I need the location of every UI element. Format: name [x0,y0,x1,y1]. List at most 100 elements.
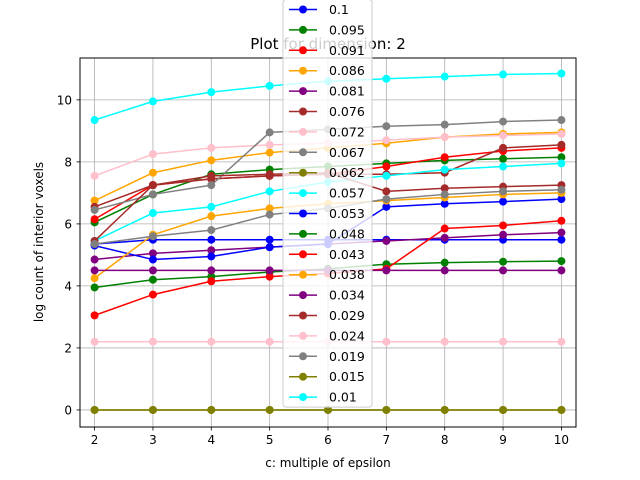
legend-label: 0.086 [329,63,365,78]
data-point [265,235,274,244]
data-point [557,69,566,78]
y-tick-label: 4 [64,279,72,293]
data-point [90,283,99,292]
data-point [557,228,566,237]
data-point [382,136,391,145]
data-point [557,257,566,266]
data-point [148,275,157,284]
legend-entry: 0.062 [289,165,365,180]
data-point [207,266,216,275]
legend-entry: 0.015 [289,369,365,384]
data-point [557,235,566,244]
legend-marker [299,168,307,177]
legend-marker [299,352,307,361]
data-point [382,202,391,211]
y-tick-label: 0 [64,403,72,417]
data-point [207,226,216,235]
data-point [90,255,99,264]
data-point [265,81,274,90]
data-point [265,187,274,196]
data-point [499,70,508,79]
data-point [557,405,566,414]
data-point [207,277,216,286]
data-point [207,246,216,255]
legend-label: 0.043 [329,247,365,262]
data-point [207,252,216,261]
legend-entry: 0.048 [289,226,365,241]
data-point [440,133,449,142]
data-point [382,171,391,180]
data-point [557,337,566,346]
data-point [382,162,391,171]
data-point [440,233,449,242]
series-0.015 [90,405,566,414]
data-point [265,210,274,219]
x-tick-label: 9 [499,433,507,447]
legend-label: 0.048 [329,226,365,241]
legend-label: 0.024 [329,328,365,343]
data-point [557,195,566,204]
data-point [557,159,566,168]
data-point [557,266,566,275]
x-tick-label: 6 [324,433,332,447]
legend-marker [299,291,307,300]
data-point [440,153,449,162]
data-point [90,205,99,214]
data-point [148,266,157,275]
data-point [148,290,157,299]
data-point [440,405,449,414]
legend-entry: 0.053 [289,206,365,221]
data-point [499,230,508,239]
data-point [265,128,274,137]
legend-entry: 0.038 [289,267,365,282]
data-point [265,272,274,281]
data-point [499,337,508,346]
legend-marker [299,311,307,320]
data-point [90,215,99,224]
data-point [557,216,566,225]
data-point [382,236,391,245]
legend-marker [299,229,307,238]
data-point [207,156,216,165]
data-point [440,337,449,346]
legend-entry: 0.091 [289,43,365,58]
x-tick-label: 8 [441,433,449,447]
data-point [148,168,157,177]
data-point [557,153,566,162]
y-tick-label: 6 [64,217,72,231]
data-point [148,181,157,190]
data-point [148,337,157,346]
data-point [499,405,508,414]
data-point [499,257,508,266]
legend-marker [299,5,307,14]
legend-marker [299,209,307,218]
data-point [557,140,566,149]
data-point [557,185,566,194]
data-point [440,199,449,208]
data-point [265,148,274,157]
legend-entry: 0.1 [289,2,349,17]
legend-marker [299,66,307,75]
data-point [499,154,508,163]
legend-box [282,0,373,408]
legend-label: 0.091 [329,43,365,58]
data-point [382,337,391,346]
data-point [207,202,216,211]
data-point [382,187,391,196]
data-point [265,405,274,414]
data-point [557,129,566,138]
legend-label: 0.057 [329,186,365,201]
data-point [440,72,449,81]
legend-label: 0.076 [329,104,365,119]
legend-label: 0.015 [329,369,365,384]
legend-label: 0.1 [329,2,349,17]
data-point [90,171,99,180]
data-point [440,224,449,233]
data-point [90,266,99,275]
data-point [499,131,508,140]
data-point [440,165,449,174]
legend-entry: 0.086 [289,63,365,78]
legend-entry: 0.034 [289,288,365,303]
data-point [90,311,99,320]
